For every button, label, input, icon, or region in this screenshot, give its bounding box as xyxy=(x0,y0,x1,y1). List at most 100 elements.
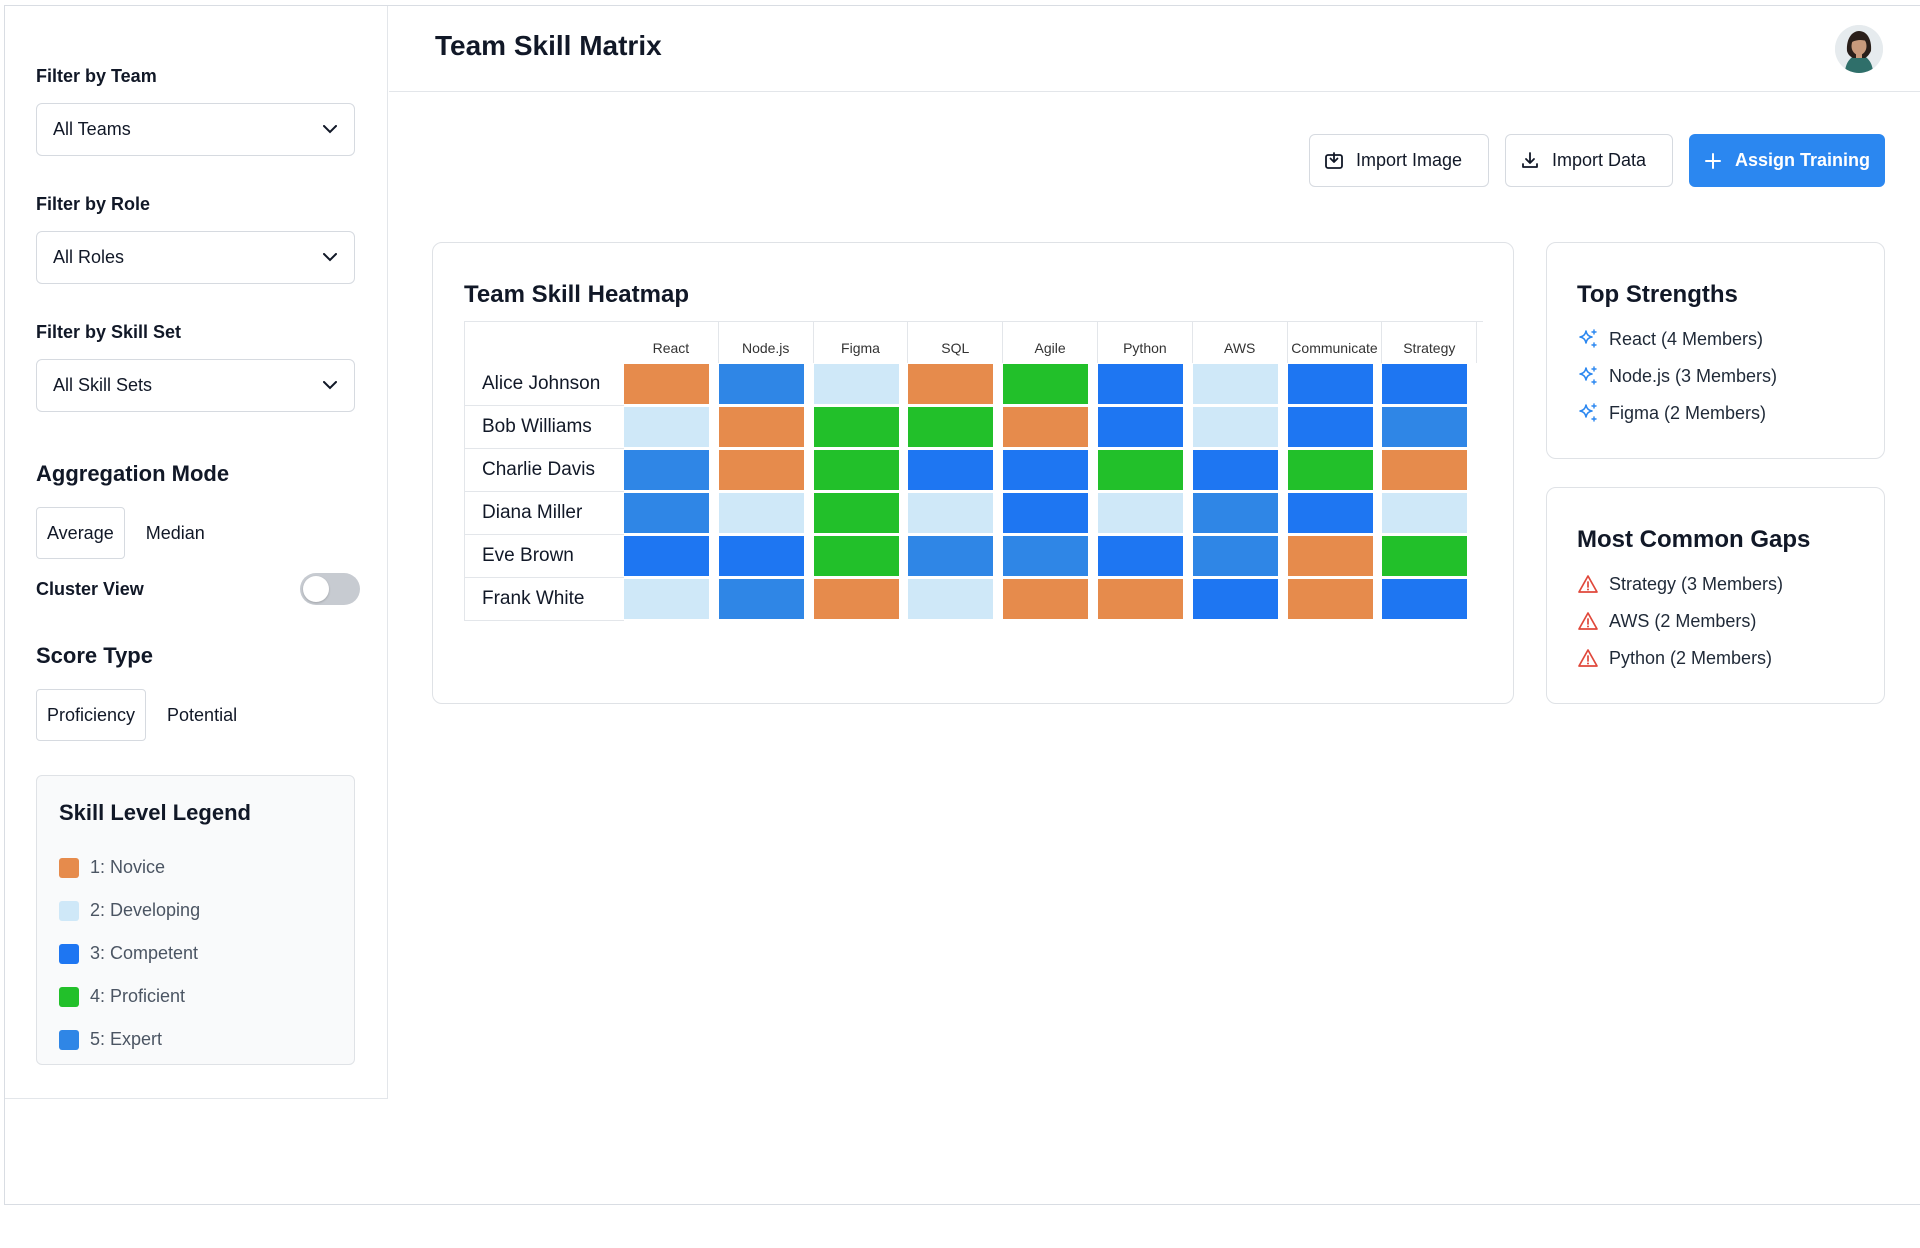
toggle-knob xyxy=(303,576,329,602)
legend-swatch xyxy=(59,986,79,1007)
gap-item-label: Python (2 Members) xyxy=(1609,647,1773,668)
heatmap-cell[interactable] xyxy=(813,407,899,447)
score-type-title: Score Type xyxy=(36,643,153,668)
heatmap-cell[interactable] xyxy=(1003,493,1089,533)
legend-item: 3: Competent xyxy=(59,943,198,964)
heatmap-cell[interactable] xyxy=(1382,579,1468,619)
score-potential-button[interactable]: Potential xyxy=(167,704,238,725)
heatmap-cell[interactable] xyxy=(1003,579,1089,619)
strength-item: Figma (2 Members) xyxy=(1577,402,1766,424)
heatmap-cell[interactable] xyxy=(1192,579,1278,619)
heatmap-cell[interactable] xyxy=(1192,364,1278,404)
avatar[interactable] xyxy=(1835,25,1883,73)
heatmap-cell[interactable] xyxy=(718,450,804,490)
strength-item-label: React (4 Members) xyxy=(1609,328,1764,349)
heatmap-cell[interactable] xyxy=(813,579,899,619)
heatmap-cell[interactable] xyxy=(718,579,804,619)
chevron-down-icon xyxy=(322,378,338,394)
heatmap-cell[interactable] xyxy=(908,450,994,490)
heatmap-cell[interactable] xyxy=(624,536,709,576)
heatmap-cell[interactable] xyxy=(1382,536,1468,576)
role-select[interactable]: All Roles xyxy=(36,231,355,284)
heatmap-cell[interactable] xyxy=(1003,536,1089,576)
heatmap-cell[interactable] xyxy=(1098,579,1183,619)
heatmap-cell[interactable] xyxy=(1098,493,1183,533)
heatmap-cell[interactable] xyxy=(1098,407,1183,447)
aggregation-average-button[interactable]: Average xyxy=(36,507,125,559)
heatmap-cell[interactable] xyxy=(624,407,709,447)
strength-item: Node.js (3 Members) xyxy=(1577,365,1777,387)
heatmap-cell[interactable] xyxy=(1003,450,1089,490)
heatmap-cell[interactable] xyxy=(1287,364,1373,404)
filter-role-label: Filter by Role xyxy=(36,194,151,214)
heatmap-cell[interactable] xyxy=(1003,407,1089,447)
gap-item: Python (2 Members) xyxy=(1577,647,1772,669)
cluster-view-toggle[interactable] xyxy=(300,573,360,605)
heatmap-cell[interactable] xyxy=(908,536,994,576)
heatmap-cell[interactable] xyxy=(1098,536,1183,576)
heatmap-cell[interactable] xyxy=(1287,407,1373,447)
heatmap-cell[interactable] xyxy=(1098,450,1183,490)
legend-swatch xyxy=(59,943,79,964)
import-data-button[interactable]: Import Data xyxy=(1505,134,1673,187)
score-proficiency-button[interactable]: Proficiency xyxy=(36,689,147,741)
skill-level-legend: Skill Level Legend 1: Novice 2: Developi… xyxy=(36,775,355,1065)
sparkle-icon xyxy=(1577,365,1599,387)
heatmap-cell[interactable] xyxy=(908,407,994,447)
heatmap-cell[interactable] xyxy=(1192,493,1278,533)
heatmap-cell[interactable] xyxy=(624,364,709,404)
heatmap-cell[interactable] xyxy=(908,579,994,619)
skillset-select[interactable]: All Skill Sets xyxy=(36,359,355,412)
heatmap-cell[interactable] xyxy=(1382,407,1468,447)
heatmap-cell[interactable] xyxy=(1003,364,1089,404)
heatmap-cell[interactable] xyxy=(1192,407,1278,447)
heatmap-cell[interactable] xyxy=(813,493,899,533)
heatmap-cell[interactable] xyxy=(813,536,899,576)
heatmap-cell[interactable] xyxy=(813,364,899,404)
legend-item-label: 5: Expert xyxy=(90,1029,163,1049)
chevron-down-icon xyxy=(322,122,338,138)
heatmap-cell[interactable] xyxy=(718,493,804,533)
heatmap-cell[interactable] xyxy=(624,579,709,619)
gap-item: AWS (2 Members) xyxy=(1577,610,1756,632)
heatmap-cell[interactable] xyxy=(908,364,994,404)
import-image-button[interactable]: Import Image xyxy=(1309,134,1489,187)
heatmap-cell[interactable] xyxy=(1192,450,1278,490)
heatmap-cell[interactable] xyxy=(1098,364,1183,404)
heatmap-cell[interactable] xyxy=(1287,493,1373,533)
heatmap-cell[interactable] xyxy=(718,407,804,447)
heatmap-column-header: SQL xyxy=(908,321,1004,363)
legend-swatch xyxy=(59,1029,79,1050)
heatmap-cell[interactable] xyxy=(718,536,804,576)
legend-title: Skill Level Legend xyxy=(59,800,251,825)
heatmap-cell[interactable] xyxy=(1287,450,1373,490)
heatmap-cell[interactable] xyxy=(718,364,804,404)
heatmap-row-header: Alice Johnson xyxy=(464,363,624,406)
legend-item-label: 4: Proficient xyxy=(90,986,186,1006)
heatmap-cell[interactable] xyxy=(1382,493,1468,533)
chevron-down-icon xyxy=(322,250,338,266)
heatmap-cell[interactable] xyxy=(1382,450,1468,490)
heatmap-cell[interactable] xyxy=(908,493,994,533)
heatmap-cell[interactable] xyxy=(1192,536,1278,576)
heatmap-column-header: Figma xyxy=(814,321,909,363)
heatmap-cell[interactable] xyxy=(1287,579,1373,619)
warning-icon xyxy=(1577,573,1599,595)
skillset-select-value: All Skill Sets xyxy=(53,375,153,395)
gap-item-label: AWS (2 Members) xyxy=(1609,610,1757,631)
legend-swatch xyxy=(59,857,79,878)
common-gaps-title: Most Common Gaps xyxy=(1577,526,1811,553)
heatmap-row-header: Eve Brown xyxy=(464,535,624,578)
team-select[interactable]: All Teams xyxy=(36,103,355,156)
heatmap-cell[interactable] xyxy=(1382,364,1468,404)
heatmap-cell[interactable] xyxy=(813,450,899,490)
heatmap-cell[interactable] xyxy=(624,450,709,490)
heatmap-row-header: Charlie Davis xyxy=(464,449,624,492)
assign-training-button[interactable]: Assign Training xyxy=(1689,134,1885,187)
legend-item: 1: Novice xyxy=(59,857,165,878)
warning-icon xyxy=(1577,647,1599,669)
assign-training-label: Assign Training xyxy=(1735,150,1871,170)
aggregation-median-button[interactable]: Median xyxy=(145,522,205,543)
heatmap-cell[interactable] xyxy=(1287,536,1373,576)
heatmap-cell[interactable] xyxy=(624,493,709,533)
